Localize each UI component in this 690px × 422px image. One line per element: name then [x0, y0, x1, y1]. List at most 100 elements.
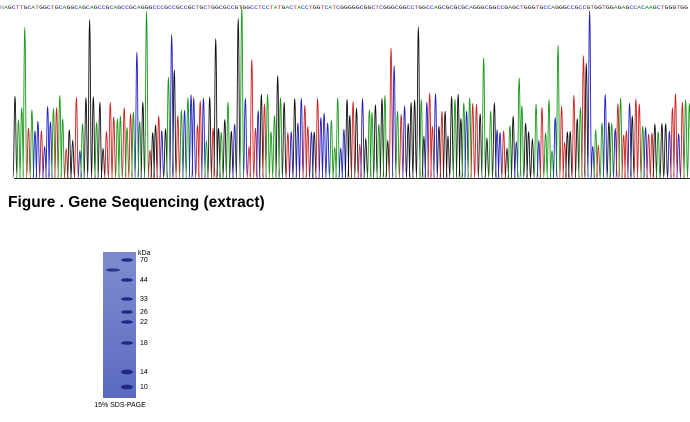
gel-unit: kDa	[138, 250, 151, 257]
peak	[12, 95, 18, 179]
peak	[117, 115, 124, 179]
peak	[210, 127, 216, 179]
peak	[473, 104, 480, 179]
peak	[152, 124, 159, 179]
peak	[636, 103, 642, 179]
caption: Figure . Gene Sequencing (extract)	[8, 194, 265, 211]
gel-shade	[103, 252, 136, 398]
peak	[363, 137, 369, 179]
peak	[222, 119, 228, 179]
marker-label: 10	[140, 384, 148, 391]
peak	[83, 97, 89, 179]
peak	[398, 114, 404, 179]
peak	[633, 98, 639, 179]
peak	[130, 111, 137, 179]
peak	[321, 112, 327, 179]
peak	[484, 137, 490, 179]
sequence-text: NAGCTTGCATGGCTGCAGGCAGCAGCCGCAGCCGCAGGGC…	[0, 4, 688, 11]
peak	[175, 115, 181, 179]
peak	[519, 105, 525, 179]
peak	[452, 98, 458, 179]
peak	[411, 99, 418, 179]
ladder-lane	[121, 258, 133, 390]
peak	[328, 119, 335, 179]
peak	[22, 26, 28, 179]
peak	[107, 101, 113, 179]
peak	[675, 133, 682, 179]
peak	[213, 38, 219, 179]
peak	[350, 101, 356, 179]
peak	[249, 58, 255, 179]
peak	[359, 98, 366, 179]
peak	[439, 110, 445, 179]
peak	[415, 26, 422, 179]
peak	[382, 95, 388, 179]
peak	[335, 97, 341, 179]
peak	[258, 93, 264, 179]
peak	[507, 125, 513, 179]
ladder-band	[121, 310, 133, 314]
peak	[311, 131, 317, 179]
peak	[185, 97, 191, 179]
peak	[655, 131, 661, 179]
peak	[143, 10, 150, 179]
peak	[608, 122, 615, 179]
peak	[432, 93, 439, 179]
peak	[295, 122, 301, 179]
peak	[583, 62, 589, 179]
peak	[595, 144, 601, 179]
peak	[445, 135, 451, 179]
marker-labels: 70 44 33 26 22 18 14 10	[140, 257, 148, 391]
peak	[50, 107, 57, 179]
peak	[602, 94, 608, 179]
peak	[239, 5, 245, 179]
peak	[100, 147, 106, 179]
peak	[292, 98, 298, 179]
peak	[645, 133, 652, 179]
peak	[586, 10, 593, 179]
peak	[93, 121, 100, 179]
peak	[231, 123, 238, 179]
peak	[165, 76, 172, 179]
peak	[314, 97, 321, 179]
marker-label: 26	[140, 309, 148, 316]
peak	[171, 69, 177, 179]
peak	[35, 120, 41, 179]
ladder-band	[121, 341, 133, 345]
gel-label: 15% SDS-PAGE	[94, 402, 146, 409]
chromatogram	[12, 5, 690, 179]
peak	[477, 113, 483, 179]
sample-band	[106, 268, 120, 272]
peak	[372, 104, 379, 179]
peak	[79, 123, 86, 179]
peak	[268, 131, 274, 179]
peak	[629, 115, 635, 179]
ladder-band	[121, 278, 133, 282]
peak	[388, 47, 394, 179]
peak	[546, 99, 552, 179]
peak	[652, 123, 658, 179]
peak	[281, 101, 287, 179]
peak	[178, 109, 185, 179]
peak	[542, 132, 549, 179]
ladder-band	[121, 258, 133, 262]
peak	[679, 101, 686, 179]
peak	[353, 107, 360, 179]
peak	[672, 93, 679, 179]
peak	[29, 109, 35, 179]
peak	[318, 117, 324, 179]
peak	[225, 101, 231, 179]
ladder-band	[121, 297, 133, 301]
peak	[662, 123, 669, 179]
peak	[529, 138, 536, 179]
peak	[218, 131, 224, 179]
gel-image	[103, 252, 136, 398]
peak	[401, 105, 408, 179]
peak	[90, 96, 96, 179]
ladder-band	[121, 384, 133, 390]
peak	[682, 99, 689, 179]
peak	[255, 110, 261, 179]
peak	[525, 131, 532, 179]
marker-label: 33	[140, 296, 148, 303]
peak	[470, 102, 476, 179]
